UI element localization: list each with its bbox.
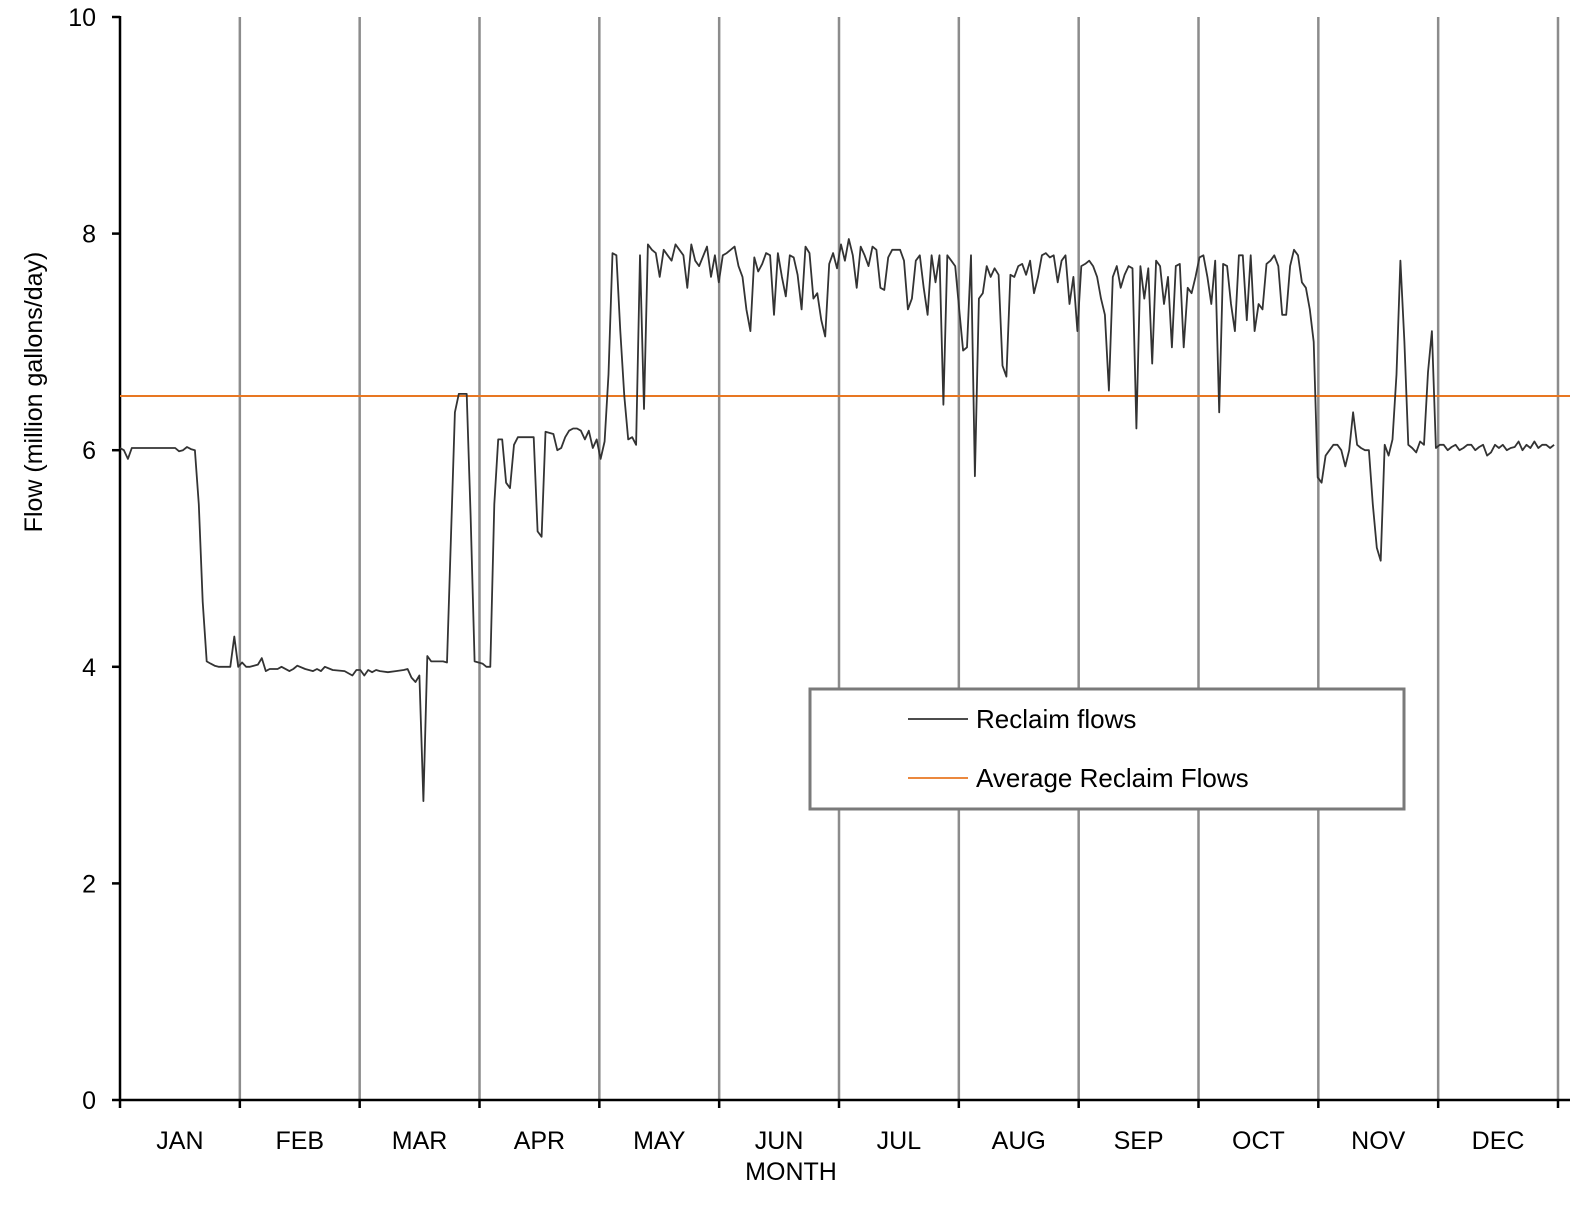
x-axis-title: MONTH	[745, 1158, 837, 1186]
x-tick-label-feb: FEB	[275, 1127, 324, 1155]
legend-label-reclaim-flows: Reclaim flows	[976, 704, 1136, 734]
x-tick-label-dec: DEC	[1472, 1127, 1525, 1155]
y-tick-label-4: 4	[82, 654, 96, 682]
x-tick-label-aug: AUG	[992, 1127, 1046, 1155]
y-tick-label-10: 10	[68, 4, 96, 32]
x-tick-label-mar: MAR	[392, 1127, 448, 1155]
x-tick-label-oct: OCT	[1232, 1127, 1285, 1155]
x-tick-label-may: MAY	[633, 1127, 686, 1155]
x-tick-label-jul: JUL	[877, 1127, 922, 1155]
series-reclaim-flows	[119, 238, 1555, 802]
y-tick-label-0: 0	[82, 1087, 96, 1115]
series-layer	[119, 238, 1570, 802]
x-tick-label-jun: JUN	[755, 1127, 804, 1155]
y-tick-label-2: 2	[82, 870, 96, 898]
month-gridlines	[238, 17, 1560, 1100]
legend: Reclaim flows Average Reclaim Flows	[808, 687, 1406, 811]
x-tick-label-sep: SEP	[1114, 1127, 1164, 1155]
x-tick-label-jan: JAN	[156, 1127, 203, 1155]
y-axis-title: Flow (million gallons/day)	[20, 252, 48, 533]
axes	[112, 15, 1570, 1108]
legend-label-average-reclaim-flows: Average Reclaim Flows	[976, 763, 1249, 793]
y-tick-label-6: 6	[82, 437, 96, 465]
x-tick-label-apr: APR	[514, 1127, 565, 1155]
x-tick-label-nov: NOV	[1351, 1127, 1406, 1155]
y-tick-label-8: 8	[82, 221, 96, 249]
tick-labels: 0 2 4 6 8 10 JAN FEB MAR APR MAY JUN JUL AUG SEP OCT NOV…	[68, 4, 1524, 1155]
legend-box	[808, 687, 1406, 811]
